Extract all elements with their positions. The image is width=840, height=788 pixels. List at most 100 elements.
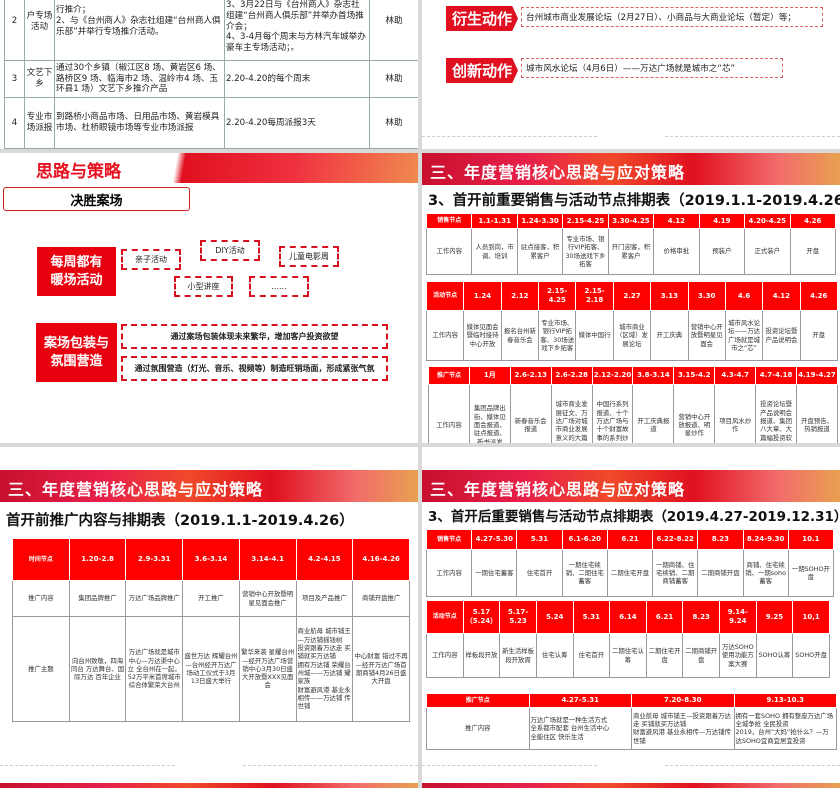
table-cell: 住宅首开 — [516, 549, 563, 597]
subtitle-box: 决胜案场 — [3, 187, 190, 211]
table-cell: 4.27-5.30 — [471, 528, 518, 551]
table-cell: 4.19-4.27 — [796, 365, 838, 386]
activity-item: 亲子活动 — [121, 249, 181, 270]
table-cell: 3.15-4.2 — [673, 365, 716, 386]
table-cell: 7.20-8.30 — [631, 693, 735, 708]
table-cell: 2.12-2.20 — [591, 365, 634, 386]
table-cell: 万达广场就是一种生活方式 全系都市配套 台州生活中心 全能住区 快乐生活 — [528, 706, 632, 751]
activity-item: 儿童电影周 — [279, 246, 339, 267]
activity-node-table: 活动节点 5.17（5.24） 5.17-5.23 5.24 5.31 6.14 6.21 8… — [426, 599, 830, 678]
table-cell: 1.1-1.31 — [471, 212, 518, 230]
row-label-cell: 活动节点 — [425, 280, 465, 312]
table-cell: 5.31 — [572, 599, 611, 635]
table-cell: 5.24 — [535, 599, 574, 635]
table-cell: 住宅首开 — [572, 633, 611, 678]
table-row: 工作内容 人员到岗，市调、培训 驻点接客，积累客户 专业市场、银行VIP拓客、30场送… — [425, 228, 836, 275]
table-cell: 4.27-5.31 — [528, 693, 632, 708]
table-cell: 6.1-6.20 — [561, 528, 608, 551]
table-cell: 4.26 — [799, 280, 839, 312]
table-cell: 9.25 — [755, 599, 794, 635]
slide-promotion-schedule[interactable]: 三、年度营销核心思路与应对策略 首开前推广内容与排期表（2019.1.1-201… — [0, 447, 418, 788]
activity-item: DIY活动 — [200, 240, 260, 261]
table-cell: 行推介； 2、与《台州商人》杂志社组建“台州商人俱乐部”并举行专场推介活动。 — [54, 0, 225, 61]
table-cell: 营销中心开放暨明星见面会推广 — [238, 580, 297, 617]
table-cell: 8.24-9.30 — [742, 528, 789, 551]
derivative-action-tag: 衍生动作 — [446, 6, 519, 31]
row-label-cell: 推广节点 — [426, 693, 530, 708]
table-cell: 9.14-9.24 — [719, 599, 757, 635]
table-cell: 城市风水论坛——万达广场就是城市之“芯” — [724, 310, 764, 361]
table-cell: 3.14-4.1 — [238, 538, 297, 581]
table-cell: 4.20-4.25 — [744, 212, 791, 230]
table-cell: 开工庆典 — [650, 310, 689, 361]
table-cell: 项目风水炒作 — [714, 384, 757, 443]
table-cell: 开门迎客，积累客户 — [607, 228, 655, 275]
table-cell: 6.14 — [609, 599, 647, 635]
table-header-row: 活动节点 1.24 2.12 2.15-4.25 2.15-2.18 2.27 3.13 3.… — [425, 280, 839, 312]
header-band: 三、年度营销核心思路与应对策略 — [0, 470, 418, 502]
divider — [0, 765, 175, 766]
table-cell: 城市商业发展征文、万达广场对城市商业发展意义的大篇幅炒作 — [550, 384, 593, 443]
table-cell: 项目及产品推广 — [295, 580, 354, 617]
promotion-content-table: 时间节点 1.20-2.8 2.9-3.31 3.6-3.14 3.14-4.1 4.2-… — [12, 538, 410, 722]
row-label-cell: 工作内容 — [428, 384, 470, 443]
table-cell: 二期商铺开盘 — [697, 549, 744, 597]
table-cell: 万达广场就是城市中心—万达渠中心立 全台州在一起，52万平米首席城市综合体繁荣大… — [125, 616, 184, 722]
slide-title: 首开前推广内容与排期表（2019.1.1-2019.4.26） — [6, 513, 354, 529]
packaging-atmosphere-box: 案场包装与 氛围营造 — [36, 323, 117, 382]
table-cell: 1.24-3.30 — [516, 212, 564, 230]
table-cell: 商业航母 城市铺王—万达铺摇钱树 投资跟着万达走 买铺就买万达铺 拥有万达铺 荣… — [295, 616, 354, 722]
table-cell: 集团品牌出街、媒体见面会报道、驻点报道、新书派发 — [468, 384, 511, 443]
table-cell: 正式装户 — [744, 228, 791, 275]
table-cell: 5.17-5.23 — [499, 599, 537, 635]
table-cell: 2.6-2.28 — [550, 365, 593, 386]
section-header: 思路与策略 — [36, 162, 121, 182]
next-slide-band — [0, 783, 418, 788]
table-cell: 二期住宅开盘 — [606, 549, 654, 597]
table-cell: 人员到岗，市调、培训 — [471, 228, 518, 275]
table-cell: 4.6 — [724, 280, 764, 312]
table-cell: 3.30 — [687, 280, 726, 312]
table-cell: 8.23 — [697, 528, 744, 551]
table-cell: 拥有一套SOHO 拥有整座万达广场 全城争抢 全民投资 2019，台州“大妈”抢… — [733, 706, 837, 751]
slide-derivative-actions[interactable]: 衍生动作 台州城市商业发展论坛（2月27日）、小商品与大商业论坛（暂定）等； 创… — [422, 0, 840, 149]
table-cell: 林助 — [369, 60, 418, 98]
table-row: 4 专业市 场派报 到路桥小商品市场、日用品市场、黄岩模具市场、杜桥眼镜市场等专业市… — [4, 97, 418, 149]
atmosphere-item: 通过氛围营造（灯光、音乐、视频等）制造旺销场面，形成紧张气氛 — [121, 356, 388, 381]
sales-node-table: 销售节点 1.1-1.31 1.24-3.30 2.15-4.25 3.30-4.25 4… — [425, 212, 836, 275]
table-cell: 开盘预告、热销报道 — [796, 384, 838, 443]
table-row: 3 文艺下 乡通过30个乡镇（椒江区8 场、黄岩区6 场、路桥区9 场、临海市2 … — [4, 60, 418, 98]
slide-post-opening-schedule[interactable]: 三、年度营销核心思路与应对策略 3、首开后重要销售与活动节点排期表（2019.4… — [422, 447, 840, 788]
slide-pre-opening-schedule[interactable]: 三、年度营销核心思路与应对策略 3、首开前重要销售与活动节点排期表（2019.1… — [422, 153, 840, 443]
table-cell: 林助 — [369, 0, 418, 61]
header-band: 三、年度营销核心思路与应对策略 — [422, 153, 840, 185]
table-cell: 4.16-4.26 — [352, 538, 410, 581]
table-cell: 二期住宅开盘 — [645, 633, 684, 678]
table-cell: 2.27 — [612, 280, 652, 312]
table-cell: 新生活样板段开放周 — [499, 633, 537, 678]
table-cell: 4.7-4.18 — [755, 365, 798, 386]
weekly-activities-box: 每周都有 暖场活动 — [37, 247, 116, 296]
table-cell: 开盘 — [789, 228, 836, 275]
table-cell: 林助 — [369, 97, 418, 149]
table-cell: 一期SOHO开盘 — [787, 549, 835, 597]
table-cell: 商铺、住宅续销、一期soho蓄客 — [742, 549, 789, 597]
table-cell: 中国行系列报道、十个万达广场与十个财富故事的系列炒作 — [591, 384, 634, 443]
slide-strategy[interactable]: 思路与策略 决胜案场 每周都有 暖场活动 亲子活动 DIY活动 儿童电影周 小型… — [0, 153, 418, 443]
table-row: 推广主题 向台州致敬，四海同台 万达舞台、国际万达 百年企业 万达广场就是城市中心—… — [12, 616, 410, 722]
row-label-cell: 4 — [4, 97, 25, 149]
table-cell: 住宅认筹 — [535, 633, 574, 678]
slide-title: 3、首开后重要销售与活动节点排期表（2019.4.27-2019.12.31） — [428, 509, 840, 525]
table-header-row: 推广节点 4.27-5.31 7.20-8.30 9.13-10.3 — [426, 693, 837, 708]
sales-node-table: 销售节点 4.27-5.30 5.31 6.1-6.20 6.21 6.22-8.22 8.… — [425, 528, 835, 597]
row-label-cell: 推广主题 — [12, 616, 70, 722]
slide-promotion-activities-table[interactable]: 2 户专场 活动 行推介； 2、与《台州商人》杂志社组建“台州商人俱乐部”并举行专场… — [0, 0, 418, 149]
table-cell: 中心财富 错过不再—经开万达广场首期商铺4月26日盛大开盘 — [352, 616, 410, 722]
table-cell: 举办专场活动； 3、3月22日与《台州商人》杂志社组建“台州商人俱乐部”并举办首… — [224, 0, 370, 61]
header-band — [0, 153, 418, 183]
header-band: 三、年度营销核心思路与应对策略 — [422, 470, 840, 502]
table-cell: 二期住宅认筹 — [609, 633, 647, 678]
table-cell: 2.20-4.20的每个周末 — [224, 60, 370, 98]
table-row: 工作内容 一期住宅蓄客 住宅首开 一期住宅续销、二期住宅蓄客 二期住宅开盘 一期商铺、住宅… — [425, 549, 835, 597]
divider — [243, 765, 418, 766]
